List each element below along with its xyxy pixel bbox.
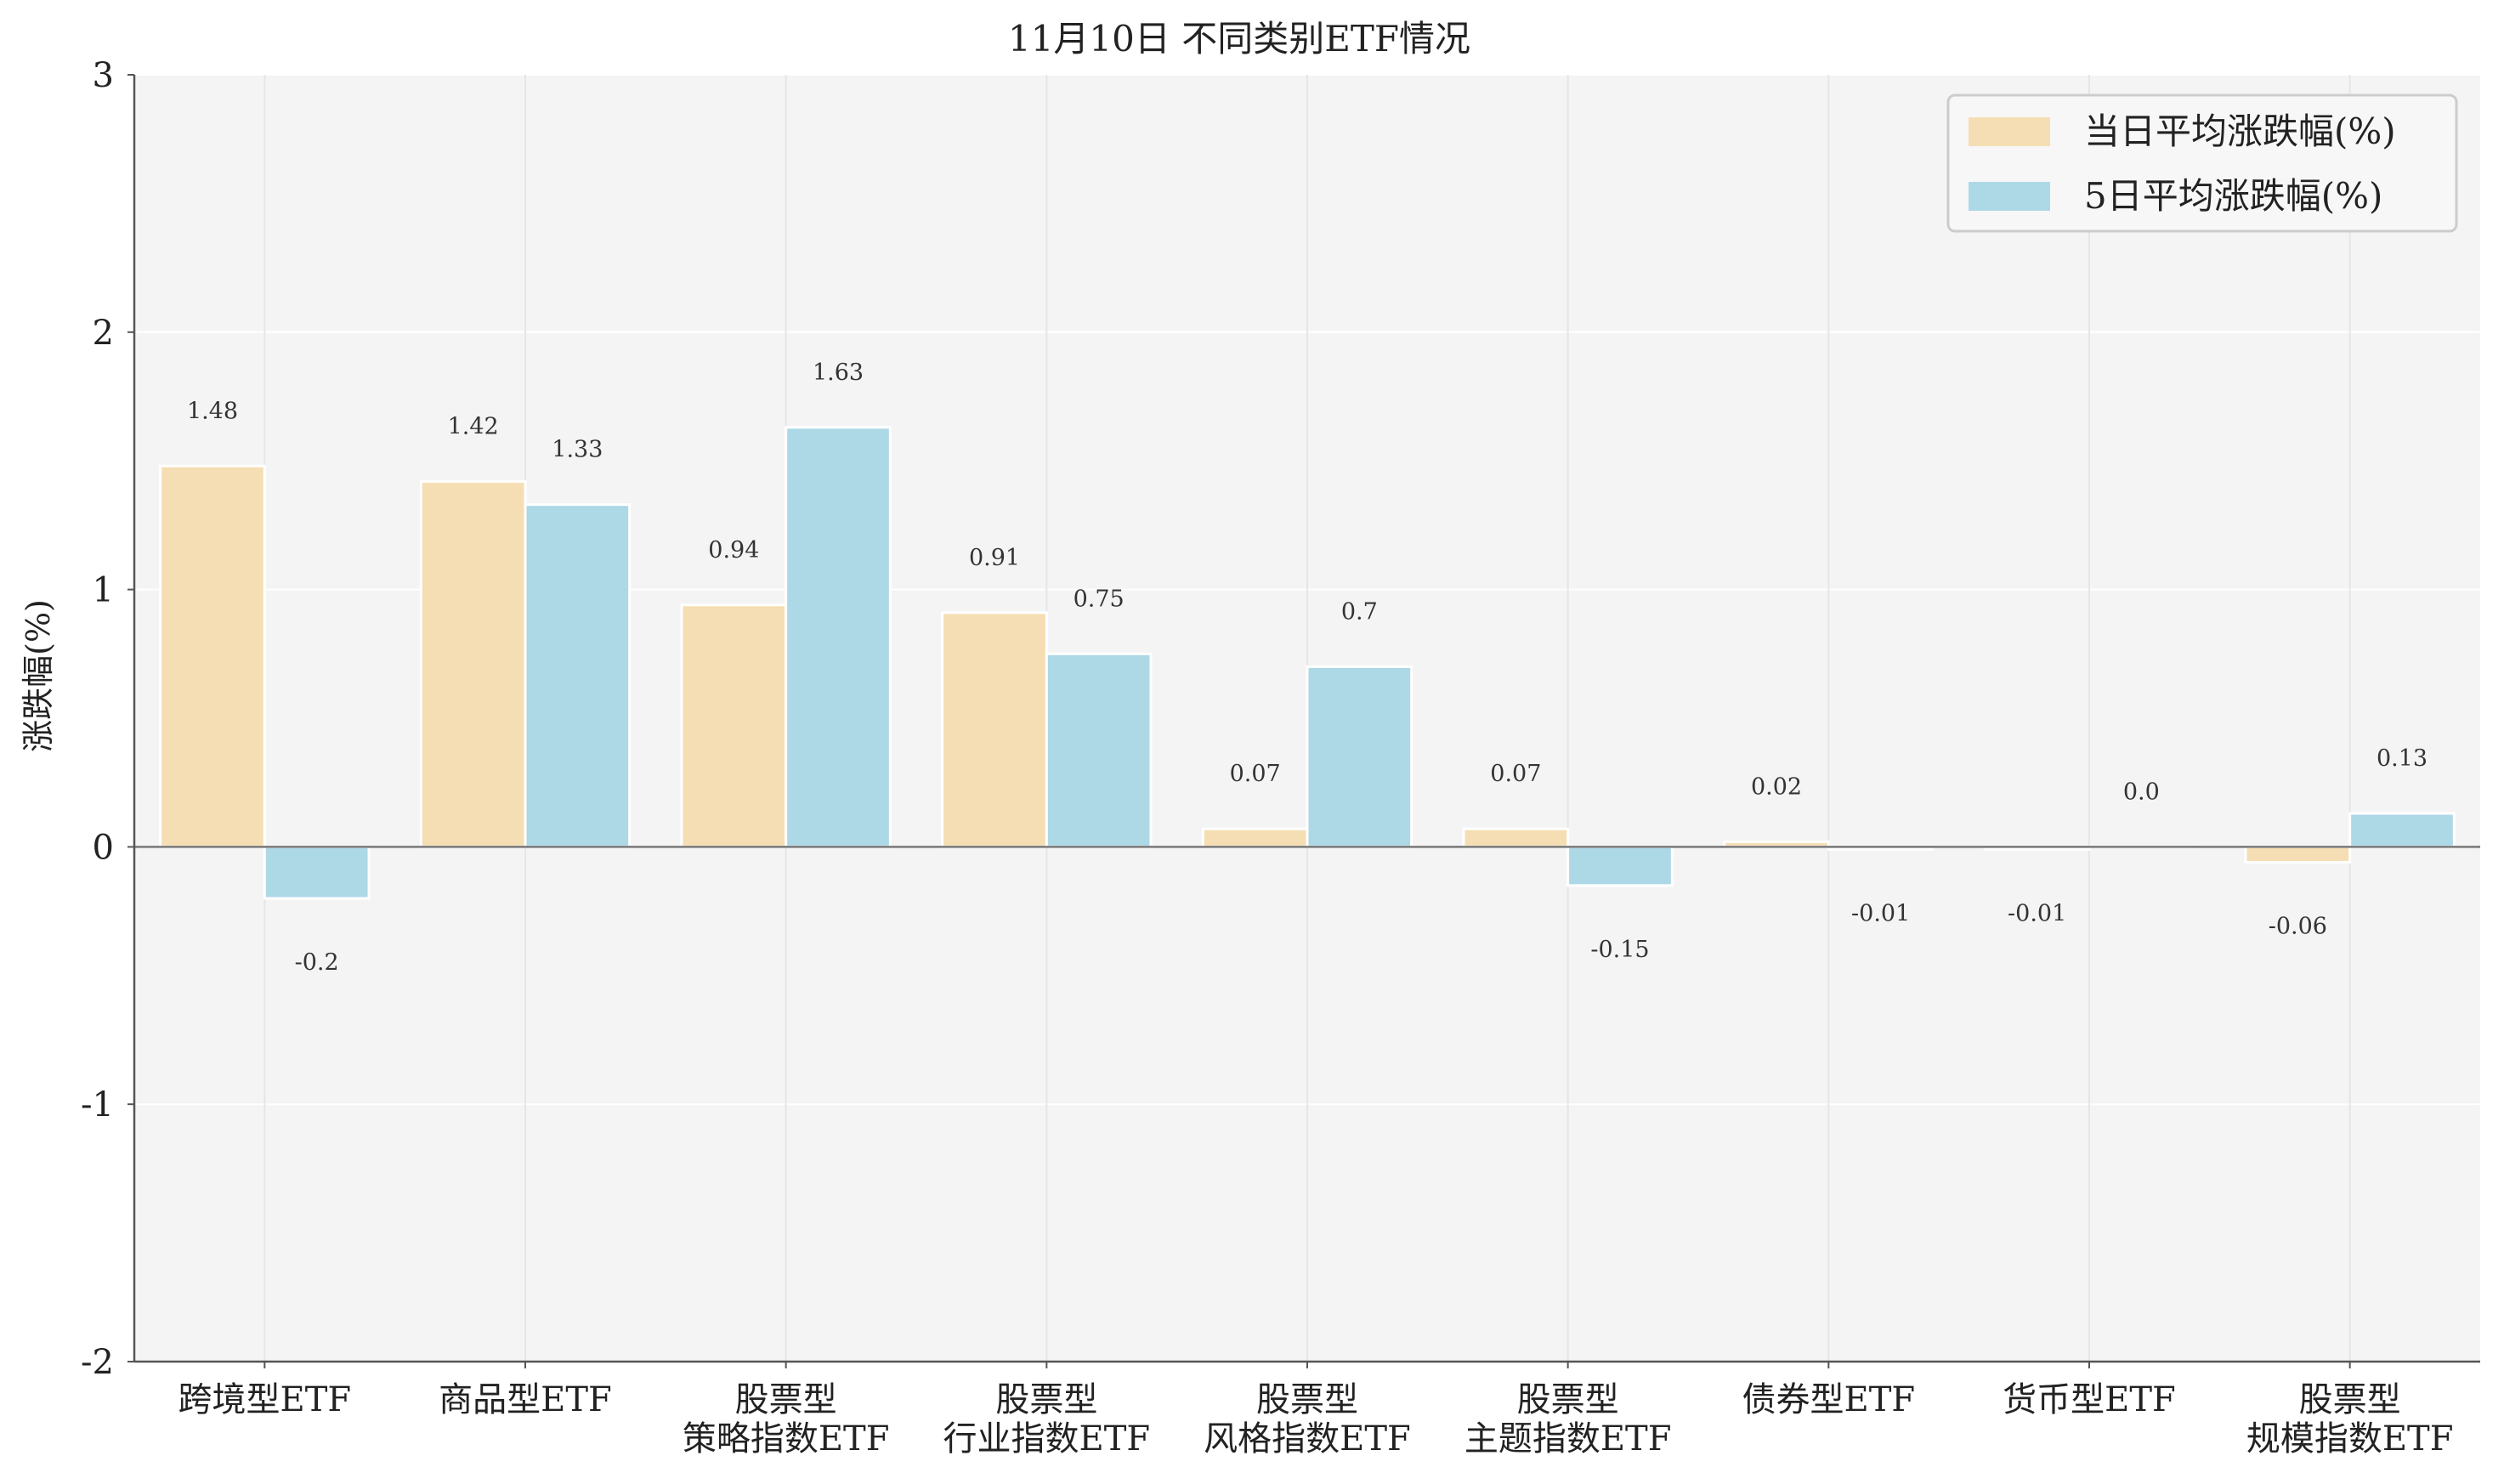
data-label: 0.75	[1074, 586, 1125, 612]
data-label: -0.01	[2008, 900, 2066, 926]
bar-5day	[2348, 812, 2456, 848]
data-label: 1.33	[552, 437, 603, 463]
x-tick-label: 债券型ETF	[1742, 1380, 1916, 1419]
data-label: -0.15	[1590, 937, 1649, 963]
y-tick-label: 3	[93, 56, 114, 95]
data-labels: 1.48 1.42 0.94 0.91 0.07 0.07 0.02 -0.01 -0.06 -0…	[187, 360, 2428, 976]
x-tick-label: 股票型	[1256, 1380, 1358, 1419]
data-label: 1.42	[448, 413, 499, 439]
x-tick-labels: 跨境型ETF 商品型ETF 股票型策略指数ETF股票型行业指数ETF股票型风格指数E…	[178, 1362, 2454, 1459]
x-tick-label: 股票型	[735, 1380, 837, 1419]
x-tick-label: 规模指数ETF	[2246, 1419, 2454, 1459]
x-tick-label: 跨境型ETF	[178, 1380, 352, 1419]
bar-5day	[1306, 665, 1413, 848]
bar-daily	[1201, 827, 1309, 848]
bar-5day	[785, 426, 892, 848]
legend-swatch-daily	[1969, 117, 2050, 146]
data-label: -0.06	[2269, 914, 2327, 940]
x-tick-label: 货币型ETF	[2003, 1380, 2176, 1419]
y-axis-label: 涨跌幅(%)	[20, 599, 57, 752]
bar-5day	[524, 503, 632, 848]
legend: 当日平均涨跌幅(%) 5日平均涨跌幅(%)	[1946, 93, 2458, 233]
chart-title: 11月10日 不同类别ETF情况	[1008, 18, 1470, 59]
bars	[159, 426, 2456, 900]
data-label: 1.48	[187, 398, 238, 424]
bar-5day	[1045, 652, 1153, 848]
data-label: 0.94	[708, 537, 759, 564]
y-tick-label: 2	[93, 314, 114, 353]
legend-swatch-5day	[1969, 182, 2050, 211]
bar-daily	[159, 464, 266, 848]
legend-label-daily: 当日平均涨跌幅(%)	[2084, 110, 2396, 152]
data-label: 0.02	[1751, 773, 1802, 800]
data-label: -0.01	[1851, 900, 1910, 926]
data-label: -0.2	[295, 949, 339, 976]
x-tick-label: 风格指数ETF	[1204, 1419, 1411, 1459]
y-tick-label: 0	[93, 828, 114, 867]
y-tick-labels: 3 2 1 0 -1 -2	[81, 56, 134, 1382]
y-tick-label: -2	[81, 1343, 114, 1382]
x-tick-label: 股票型	[1517, 1380, 1619, 1419]
data-label: 0.0	[2123, 779, 2160, 805]
bar-daily	[1462, 827, 1570, 848]
data-label: 0.07	[1490, 761, 1541, 787]
bar-daily	[419, 479, 527, 848]
x-tick-label: 行业指数ETF	[943, 1419, 1151, 1459]
x-tick-label: 商品型ETF	[439, 1380, 612, 1419]
bar-daily	[680, 603, 788, 848]
y-tick-label: 1	[93, 571, 114, 610]
x-tick-label: 主题指数ETF	[1464, 1419, 1672, 1459]
bar-5day	[263, 845, 371, 900]
x-tick-label: 股票型	[2299, 1380, 2401, 1419]
bar-daily	[941, 611, 1048, 848]
legend-box	[1946, 93, 2458, 233]
data-label: 1.63	[813, 360, 864, 386]
x-tick-label: 策略指数ETF	[683, 1419, 890, 1459]
y-tick-label: -1	[81, 1085, 114, 1124]
x-tick-label: 股票型	[995, 1380, 1097, 1419]
data-label: 0.7	[1341, 598, 1378, 625]
data-label: 0.07	[1230, 761, 1281, 787]
bar-daily	[2244, 845, 2352, 864]
data-label: 0.91	[969, 545, 1020, 571]
data-label: 0.13	[2377, 745, 2428, 772]
legend-label-5day: 5日平均涨跌幅(%)	[2084, 175, 2382, 217]
bar-5day	[1566, 845, 1674, 887]
